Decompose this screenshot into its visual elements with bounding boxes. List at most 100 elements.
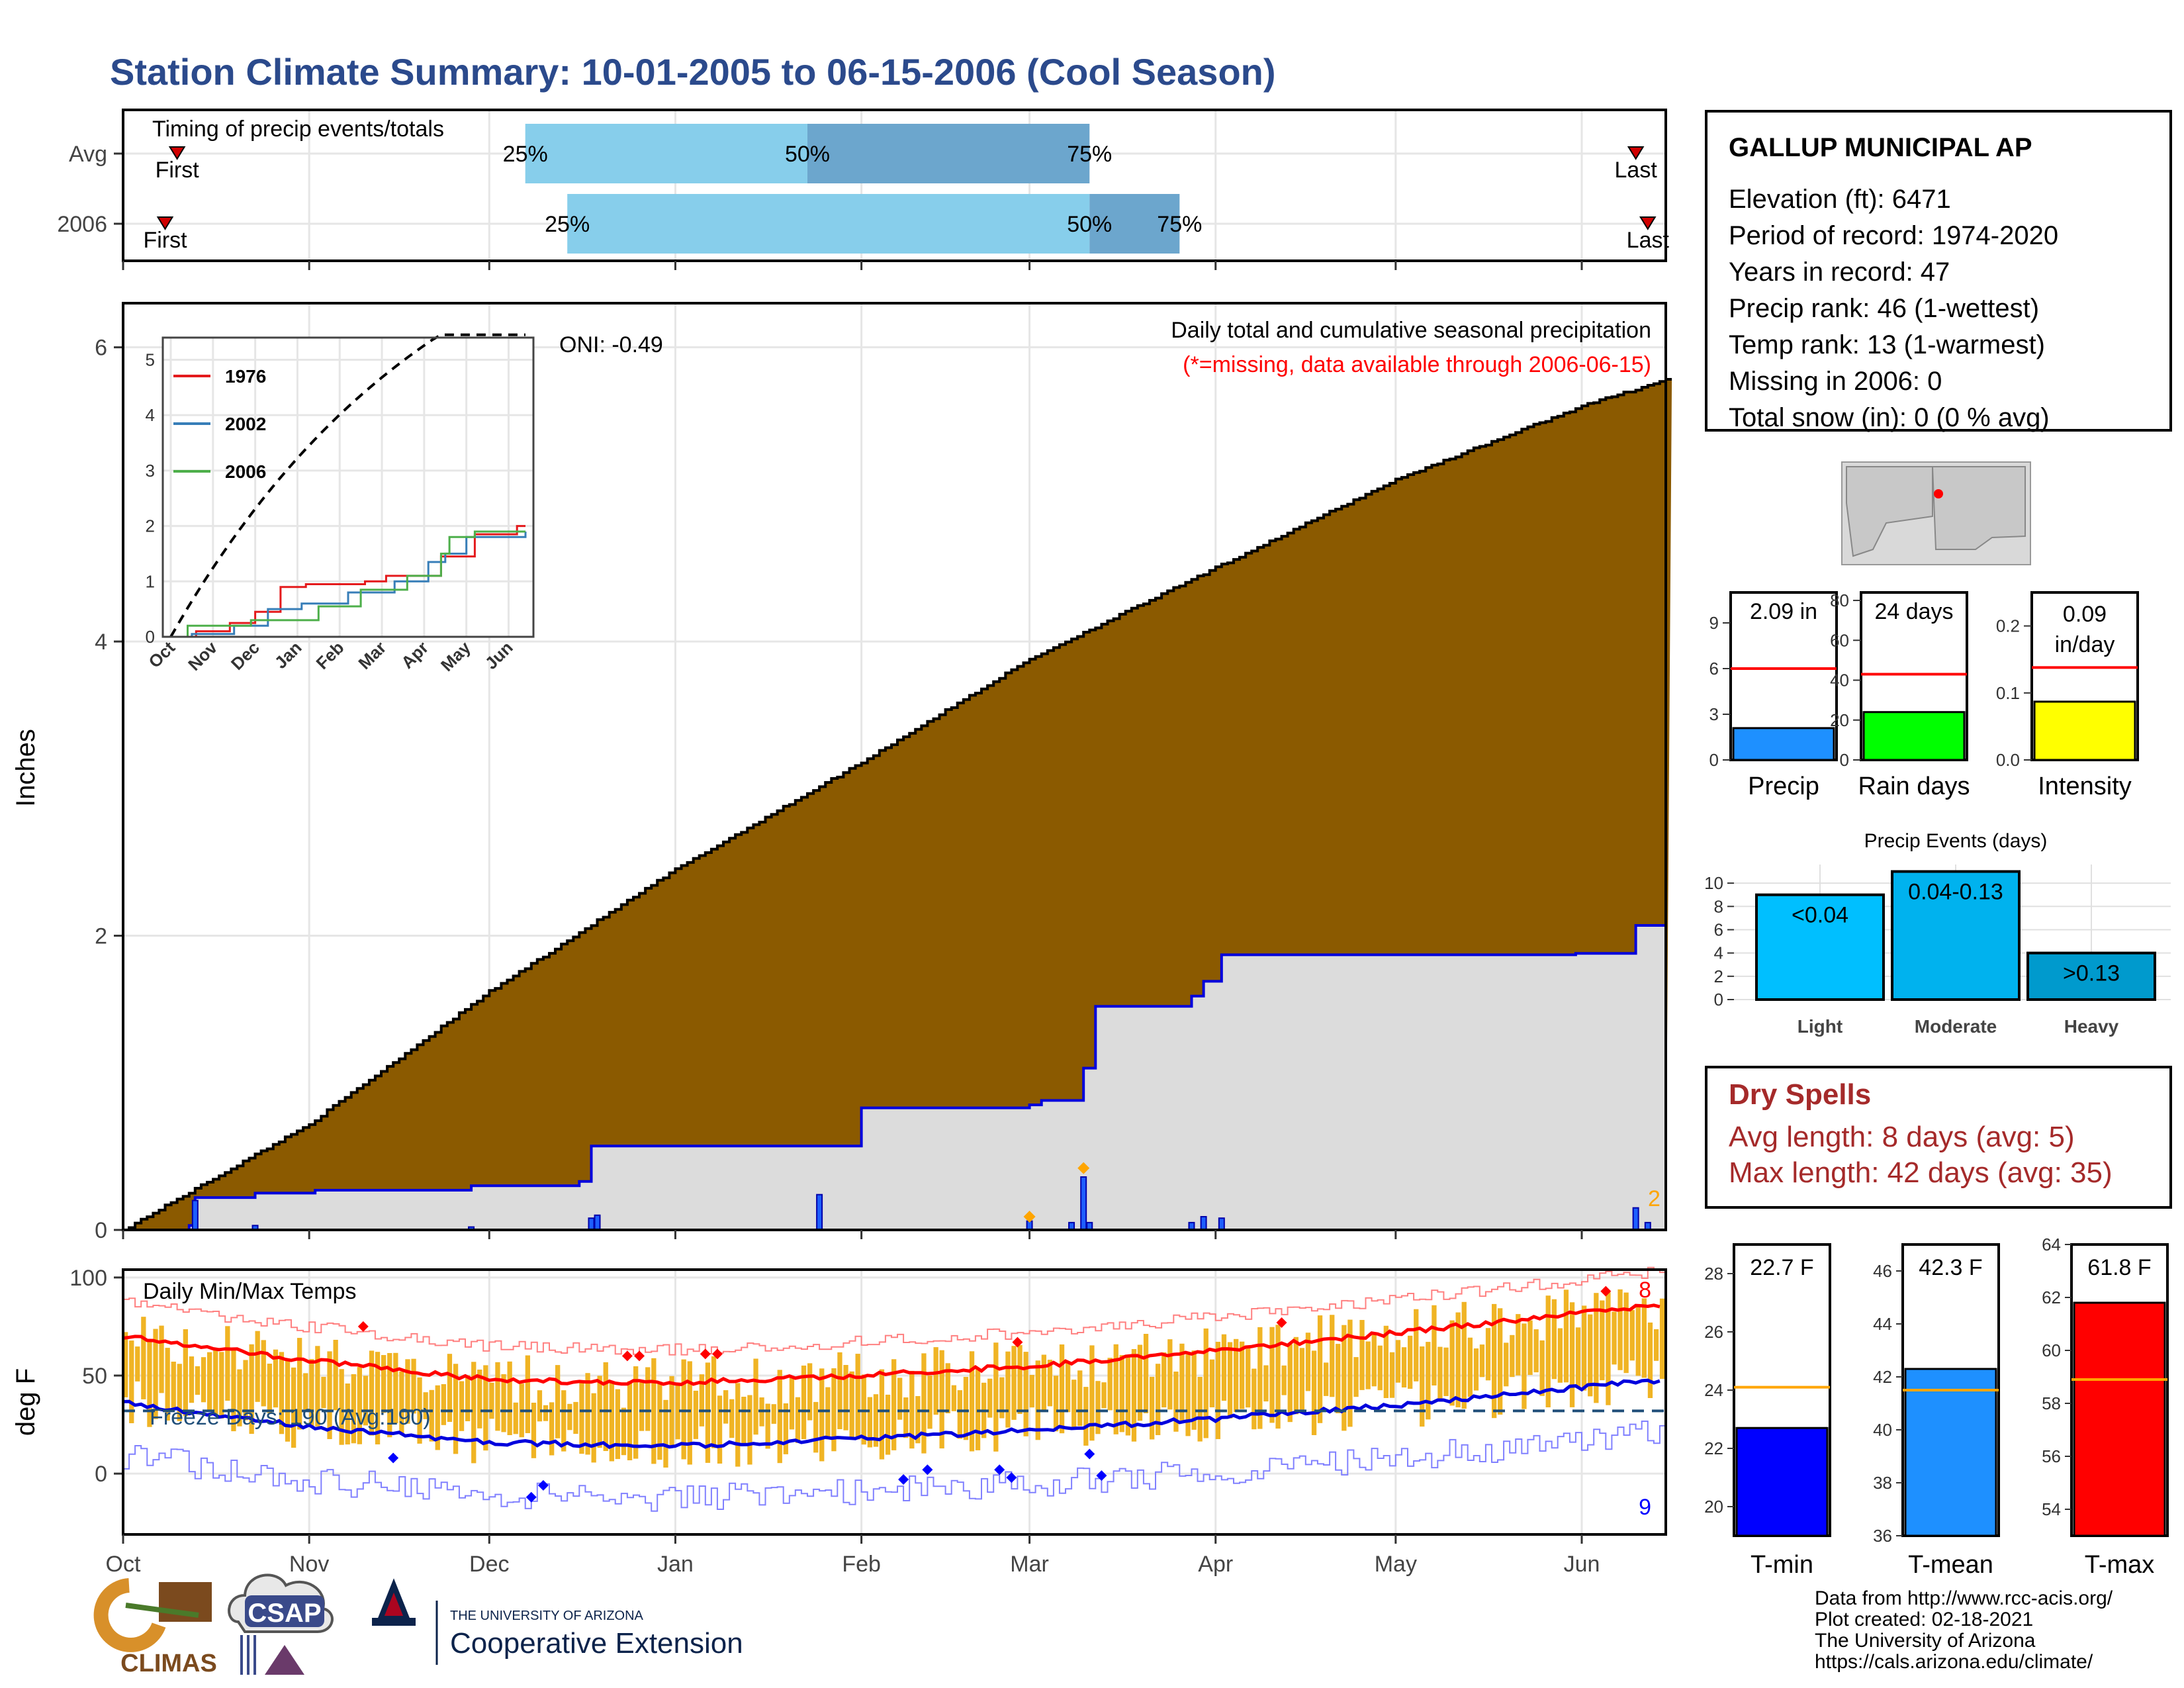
timing-bar-25-50 (525, 124, 807, 183)
mini-bar-label: Intensity (2038, 773, 2132, 800)
last-event-label: Last (1615, 158, 1658, 183)
daily-temp-range-bar (267, 1364, 272, 1413)
daily-temp-range-bar (1101, 1382, 1107, 1409)
temp-bar-value-label: 61.8 F (2087, 1255, 2151, 1280)
daily-temp-range-bar (1330, 1315, 1335, 1397)
daily-temp-range-bar (1119, 1355, 1124, 1432)
daily-temp-range-bar (201, 1357, 206, 1403)
temperature-bar-charts: 20 22 24 26 28 22.7 F T-min 36 38 40 42 44 46 42.3 F T… (1704, 1235, 2169, 1579)
timing-label-50: 50% (785, 142, 830, 167)
inset-legend-label: 1976 (225, 366, 266, 387)
daily-temp-range-bar (1089, 1345, 1095, 1441)
daily-temp-range-bar (1635, 1304, 1641, 1376)
temp-bar-value-bar (1904, 1368, 1997, 1537)
daily-temp-range-bar (1569, 1302, 1575, 1407)
station-line-period: Period of record: 1974-2020 (1729, 221, 2058, 250)
daily-temp-range-bar (831, 1368, 837, 1452)
daily-temp-range-bar (1408, 1335, 1413, 1389)
record-low-marker (1084, 1448, 1095, 1460)
daily-temp-range-bar (405, 1359, 410, 1424)
daily-temp-range-bar (147, 1340, 152, 1427)
inset-series-1976-line (171, 525, 525, 638)
daily-temp-range-bar (1522, 1323, 1527, 1409)
record-low-marker (994, 1464, 1005, 1476)
arizona-map-shape (1846, 466, 1933, 557)
footer-credits: Data from http://www.rcc-acis.org/ Plot … (1815, 1587, 2113, 1673)
daily-temp-range-bar (741, 1397, 747, 1444)
daily-temp-range-bar (669, 1376, 674, 1446)
daily-temp-range-bar (633, 1366, 639, 1459)
record-low-marker (537, 1479, 549, 1491)
first-event-label: First (156, 158, 200, 183)
university-name-small: THE UNIVERSITY OF ARIZONA (450, 1609, 644, 1623)
inset-legend-label: 2002 (225, 414, 266, 434)
daily-temp-range-bar (483, 1365, 488, 1451)
daily-temp-range-bar (1545, 1295, 1551, 1407)
temp-bar-label: T-max (2085, 1551, 2155, 1579)
daily-temp-range-bar (909, 1370, 915, 1449)
daily-temp-range-bar (729, 1399, 735, 1438)
daily-precip-bar (816, 1194, 823, 1231)
precip-panel: 0 2 4 6 2 Daily total and cumulative seasonal… (11, 261, 1672, 1243)
timing-label-25: 25% (503, 142, 548, 167)
daily-temp-range-bar (573, 1401, 578, 1434)
daily-temp-range-bar (1485, 1328, 1491, 1381)
daily-temp-range-bar (621, 1407, 627, 1456)
daily-temp-range-bar (1426, 1342, 1431, 1420)
events-category-label: Light (1797, 1016, 1843, 1037)
temp-x-tick-label: Nov (289, 1552, 329, 1577)
temp-bar-tick-label: 36 (1873, 1526, 1892, 1546)
events-bar (1755, 893, 1885, 1001)
daily-temp-range-bar (1461, 1301, 1467, 1409)
daily-temp-range-bar (333, 1340, 338, 1411)
daily-temp-range-bar (825, 1387, 831, 1440)
inset-y-tick-label: 2 (146, 516, 155, 536)
daily-temp-range-bar (345, 1383, 350, 1445)
daily-temp-range-bar (273, 1349, 279, 1408)
daily-temp-range-bar (513, 1402, 518, 1434)
csap-logo: CSAP (228, 1573, 334, 1675)
daily-temp-range-bar (1539, 1340, 1545, 1396)
mini-bar-tick-label: 3 (1709, 704, 1719, 724)
daily-temp-range-bar (243, 1360, 248, 1421)
record-high-marker (1276, 1317, 1287, 1328)
daily-temp-range-bar (879, 1369, 885, 1460)
daily-temp-range-bar (921, 1353, 927, 1454)
season-cumulative-line (123, 922, 1667, 1231)
daily-temp-range-bar (1617, 1289, 1623, 1370)
events-y-tick-label: 8 (1714, 896, 1723, 916)
daily-temp-range-bar (843, 1365, 848, 1430)
daily-temp-range-bar (1353, 1357, 1359, 1397)
station-name: GALLUP MUNICIPAL AP (1729, 133, 2032, 162)
footer-plot-created: Plot created: 02-18-2021 (1815, 1609, 2033, 1630)
daily-temp-range-bar (615, 1389, 620, 1460)
daily-temp-range-bar (1606, 1292, 1611, 1405)
temp-bar-tick-label: 38 (1873, 1473, 1892, 1493)
station-line-years: Years in record: 47 (1729, 258, 1950, 287)
daily-temp-range-bar (255, 1331, 260, 1402)
daily-temp-range-bar (807, 1363, 813, 1421)
daily-temp-range-bar (453, 1364, 459, 1454)
daily-temp-range-bar (567, 1403, 572, 1430)
inset-series-2002-line (171, 532, 527, 638)
inset-y-tick-label: 5 (146, 350, 155, 369)
daily-precip-bar (594, 1214, 601, 1231)
location-map (1841, 461, 2031, 565)
daily-temp-range-bar (1066, 1361, 1071, 1413)
temp-frame (122, 1268, 1667, 1536)
daily-temp-range-bar (279, 1352, 285, 1434)
mini-bar-tick-label: 0 (1709, 750, 1719, 770)
events-category-label: Moderate (1915, 1016, 1997, 1037)
inset-legend-label: 2006 (225, 461, 266, 482)
daily-temp-range-bar (657, 1382, 662, 1460)
inset-frame (161, 336, 535, 638)
timing-header: Timing of precip events/totals (152, 117, 444, 142)
daily-temp-range-bar (1437, 1346, 1443, 1400)
daily-temp-range-bar (507, 1361, 512, 1435)
daily-temp-range-bar (1083, 1387, 1089, 1446)
daily-temp-range-bar (363, 1376, 369, 1426)
daily-temp-range-bar (639, 1382, 645, 1431)
daily-temp-range-bar (1179, 1343, 1185, 1423)
temp-bar-tick-label: 28 (1704, 1264, 1723, 1284)
daily-temp-range-bar (1113, 1344, 1118, 1434)
